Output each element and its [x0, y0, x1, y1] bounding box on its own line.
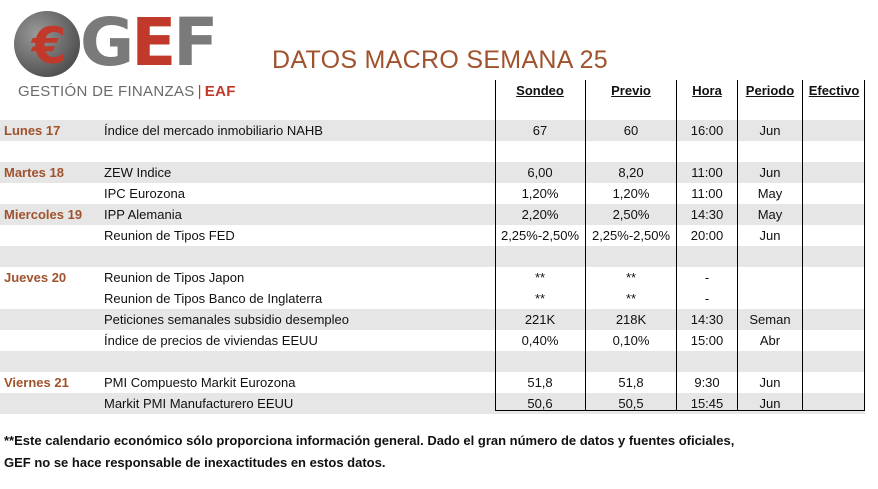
- logo-subtitle: GESTIÓN DE FINANZAS | EAF: [18, 83, 236, 100]
- table-row: Miercoles 19 IPP Alemania 2,20% 2,50% 14:30 M…: [0, 204, 865, 225]
- periodo-value: Jun: [759, 228, 781, 243]
- indicator-name: Índice de precios de viviendas EEUU: [104, 333, 318, 348]
- hora-value: 16:00: [690, 123, 724, 138]
- header-hora: Hora: [692, 83, 722, 98]
- periodo-value: May: [757, 186, 783, 201]
- previo-value: **: [625, 291, 637, 306]
- previo-value: 2,25%-2,50%: [591, 228, 671, 243]
- sondeo-value: **: [534, 270, 546, 285]
- logo-wordmark: GEF: [80, 4, 218, 81]
- header-periodo: Periodo: [745, 83, 795, 98]
- sondeo-value: 6,00: [527, 165, 553, 180]
- indicator-name: IPP Alemania: [104, 207, 182, 222]
- table-row: [0, 351, 865, 372]
- hora-value: 15:00: [690, 333, 724, 348]
- previo-value: 0,10%: [612, 333, 650, 348]
- sondeo-value: 2,20%: [521, 207, 559, 222]
- table-row: [0, 246, 865, 267]
- hora-value: 15:45: [690, 396, 724, 411]
- table-row: Reunion de Tipos FED 2,25%-2,50% 2,25%-2,5…: [0, 225, 865, 246]
- indicator-name: ZEW Indice: [104, 165, 172, 180]
- column-divider: [676, 80, 677, 411]
- indicator-name: Reunion de Tipos Banco de Inglaterra: [104, 291, 323, 306]
- periodo-value: Jun: [759, 165, 781, 180]
- hora-value: 14:30: [690, 207, 724, 222]
- indicator-name: PMI Compuesto Markit Eurozona: [104, 375, 296, 390]
- day-label: Miercoles 19: [4, 207, 83, 222]
- day-label: Viernes 21: [4, 375, 69, 390]
- column-divider: [737, 80, 738, 411]
- previo-value: 51,8: [618, 375, 644, 390]
- column-divider: [802, 80, 803, 411]
- column-divider: [585, 80, 586, 411]
- hora-value: 11:00: [691, 186, 723, 201]
- sondeo-value: 2,25%-2,50%: [500, 228, 580, 243]
- disclaimer-line-2: GEF no se hace responsable de inexactitu…: [4, 455, 386, 470]
- day-label: Martes 18: [4, 165, 64, 180]
- table-row: Lunes 17 Índice del mercado inmobiliario …: [0, 120, 865, 141]
- column-divider: [495, 80, 496, 411]
- table-row: Martes 18 ZEW Indice 6,00 8,20 11:00 Jun: [0, 162, 865, 183]
- table-row: Jueves 20 Reunion de Tipos Japon ** ** -: [0, 267, 865, 288]
- table-row: Índice de precios de viviendas EEUU 0,40%…: [0, 330, 865, 351]
- hora-value: 20:00: [690, 228, 724, 243]
- header-efectivo: Efectivo: [808, 83, 860, 98]
- day-label: Jueves 20: [4, 270, 67, 285]
- sondeo-value: **: [534, 291, 546, 306]
- previo-value: **: [625, 270, 637, 285]
- indicator-name: Reunion de Tipos Japon: [104, 270, 245, 285]
- indicator-name: Peticiones semanales subsidio desempleo: [104, 312, 349, 327]
- indicator-name: Markit PMI Manufacturero EEUU: [104, 396, 294, 411]
- header-sondeo: Sondeo: [516, 83, 564, 98]
- periodo-value: Abr: [759, 333, 781, 348]
- periodo-value: May: [757, 207, 783, 222]
- sondeo-value: 221K: [524, 312, 556, 327]
- indicator-name: Reunion de Tipos FED: [104, 228, 235, 243]
- header-previo: Previo: [611, 83, 651, 98]
- table-row: Peticiones semanales subsidio desempleo 2…: [0, 309, 865, 330]
- day-label: Lunes 17: [4, 123, 61, 138]
- hora-value: 11:00: [691, 165, 723, 180]
- table-row: IPC Eurozona 1,20% 1,20% 11:00 May: [0, 183, 865, 204]
- sondeo-value: 51,8: [527, 375, 553, 390]
- gef-logo: € GEF GESTIÓN DE FINANZAS | EAF: [14, 4, 236, 104]
- previo-value: 1,20%: [612, 186, 650, 201]
- periodo-value: Seman: [749, 312, 791, 327]
- hora-value: 9:30: [694, 375, 720, 390]
- previo-value: 60: [623, 123, 639, 138]
- hora-value: 14:30: [690, 312, 724, 327]
- page-title: DATOS MACRO SEMANA 25: [272, 46, 609, 74]
- periodo-value: Jun: [759, 375, 781, 390]
- table-row: [0, 141, 865, 162]
- table-bottom-border: [495, 410, 865, 411]
- table-row: Viernes 21 PMI Compuesto Markit Eurozona 5…: [0, 372, 865, 393]
- table-row: Reunion de Tipos Banco de Inglaterra ** **…: [0, 288, 865, 309]
- periodo-value: Jun: [759, 396, 781, 411]
- sondeo-value: 0,40%: [521, 333, 559, 348]
- hora-value: -: [704, 270, 710, 285]
- indicator-name: IPC Eurozona: [104, 186, 185, 201]
- indicator-name: Índice del mercado inmobiliario NAHB: [104, 123, 323, 138]
- sondeo-value: 1,20%: [521, 186, 559, 201]
- sondeo-value: 50,6: [527, 396, 553, 411]
- previo-value: 218K: [615, 312, 647, 327]
- periodo-value: Jun: [759, 123, 781, 138]
- table-row: Markit PMI Manufacturero EEUU 50,6 50,5 15:…: [0, 393, 865, 414]
- hora-value: -: [704, 291, 710, 306]
- euro-icon: €: [14, 11, 80, 77]
- previo-value: 8,20: [618, 165, 644, 180]
- previo-value: 2,50%: [612, 207, 650, 222]
- column-divider: [864, 80, 865, 411]
- sondeo-value: 67: [532, 123, 548, 138]
- previo-value: 50,5: [618, 396, 644, 411]
- disclaimer-line-1: **Este calendario económico sólo proporc…: [4, 433, 735, 448]
